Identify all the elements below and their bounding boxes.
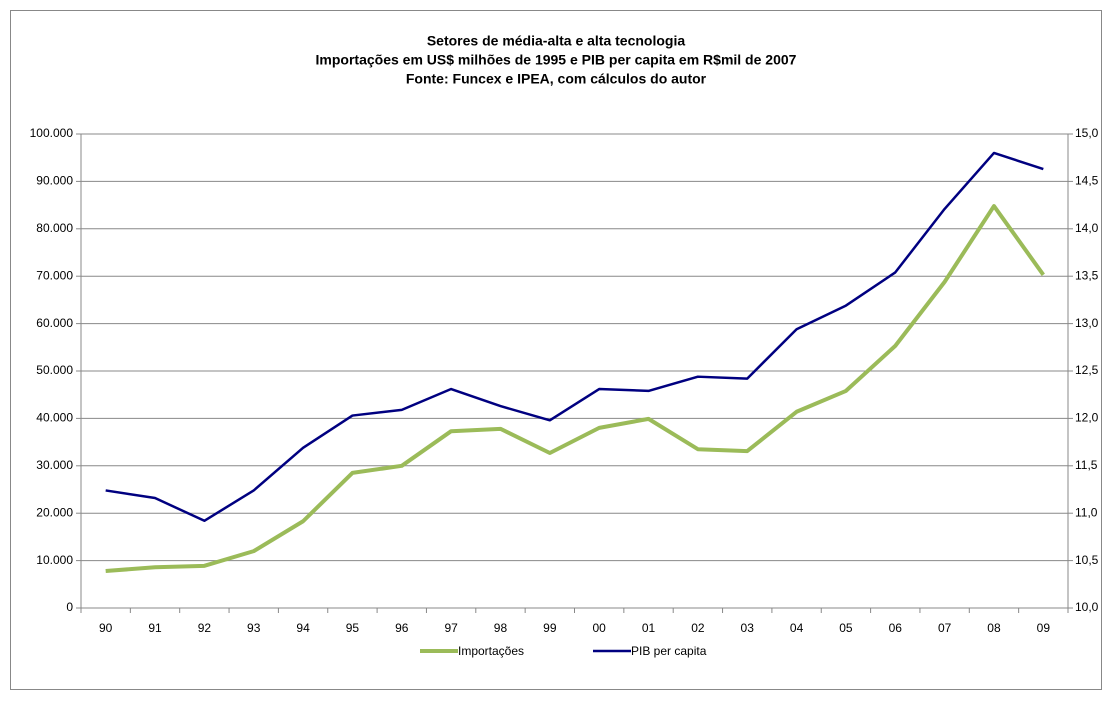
- x-tick-label: 99: [543, 621, 557, 635]
- x-tick-label: 95: [346, 621, 360, 635]
- y2-tick-label: 13,0: [1075, 316, 1099, 330]
- x-tick-label: 04: [790, 621, 804, 635]
- y-tick-label: 80.000: [36, 221, 73, 235]
- y2-tick-label: 14,0: [1075, 221, 1099, 235]
- x-tick-label: 09: [1037, 621, 1051, 635]
- x-tick-label: 91: [148, 621, 162, 635]
- y2-tick-label: 12,5: [1075, 363, 1099, 377]
- x-tick-label: 94: [296, 621, 310, 635]
- x-tick-label: 03: [741, 621, 755, 635]
- chart-title: Setores de média-alta e alta tecnologia: [427, 33, 686, 49]
- x-tick-label: 07: [938, 621, 952, 635]
- y-tick-label: 100.000: [30, 126, 74, 140]
- y-tick-label: 40.000: [36, 411, 73, 425]
- y-tick-label: 90.000: [36, 174, 73, 188]
- y-tick-label: 20.000: [36, 505, 73, 519]
- y2-tick-label: 12,0: [1075, 411, 1099, 425]
- y-tick-label: 70.000: [36, 268, 73, 282]
- y2-tick-label: 13,5: [1075, 268, 1099, 282]
- y-tick-label: 0: [66, 600, 73, 614]
- x-tick-label: 06: [889, 621, 903, 635]
- x-tick-label: 00: [592, 621, 606, 635]
- chart-title: Importações em US$ milhões de 1995 e PIB…: [316, 52, 797, 68]
- y-tick-label: 10.000: [36, 553, 73, 567]
- legend-label: PIB per capita: [631, 644, 707, 658]
- legend-label: Importações: [458, 644, 524, 658]
- x-tick-label: 08: [987, 621, 1001, 635]
- chart-border: [10, 10, 1102, 690]
- y-tick-label: 30.000: [36, 458, 73, 472]
- x-tick-label: 96: [395, 621, 409, 635]
- y-tick-label: 50.000: [36, 363, 73, 377]
- series-line: [105, 151, 1044, 523]
- x-tick-label: 98: [494, 621, 508, 635]
- chart-title: Fonte: Funcex e IPEA, com cálculos do au…: [406, 71, 707, 87]
- x-tick-label: 02: [691, 621, 705, 635]
- x-tick-label: 90: [99, 621, 113, 635]
- y2-tick-label: 10,0: [1075, 600, 1099, 614]
- y2-tick-label: 14,5: [1075, 174, 1099, 188]
- x-tick-label: 01: [642, 621, 656, 635]
- y-tick-label: 60.000: [36, 316, 73, 330]
- x-tick-label: 92: [198, 621, 212, 635]
- y2-tick-label: 10,5: [1075, 553, 1099, 567]
- x-tick-label: 97: [444, 621, 458, 635]
- y2-tick-label: 11,5: [1075, 458, 1098, 472]
- y2-tick-label: 11,0: [1075, 505, 1098, 519]
- series-line: [105, 204, 1045, 574]
- x-tick-label: 93: [247, 621, 261, 635]
- y2-tick-label: 15,0: [1075, 126, 1099, 140]
- x-tick-label: 05: [839, 621, 853, 635]
